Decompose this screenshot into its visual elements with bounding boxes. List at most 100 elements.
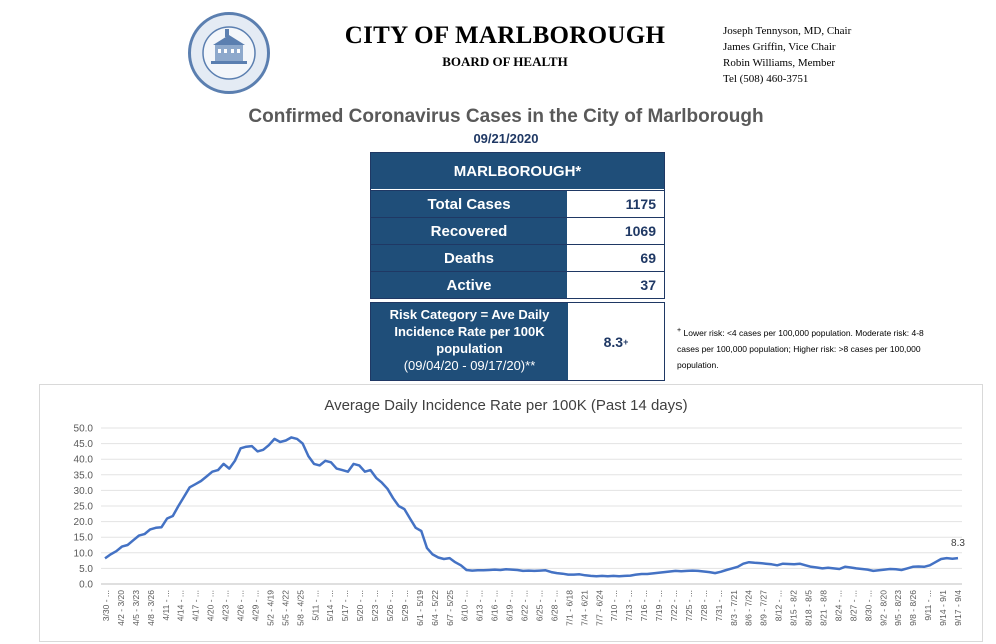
contact-member: Robin Williams, Member — [723, 57, 836, 69]
x-tick-label: 6/4 - 5/22 — [430, 590, 440, 626]
contact-vice-chair: James Griffin, Vice Chair — [723, 41, 836, 53]
x-tick-label: 7/25 - ... — [684, 590, 694, 621]
x-tick-label: 4/14 - ... — [176, 590, 186, 621]
x-tick-label: 7/28 - ... — [699, 590, 709, 621]
x-tick-label: 6/7 - 5/25 — [445, 590, 455, 626]
x-tick-label: 5/8 - 4/25 — [295, 590, 305, 626]
x-tick-label: 4/11 - ... — [161, 590, 171, 621]
x-tick-label: 7/16 - ... — [639, 590, 649, 621]
x-tick-label: 9/17 - 9/4 — [953, 590, 963, 626]
risk-label-line: population — [436, 341, 503, 356]
y-tick-label: 30.0 — [74, 486, 94, 497]
x-tick-label: 4/17 - ... — [191, 590, 201, 621]
x-tick-label: 6/16 - ... — [490, 590, 500, 621]
x-tick-label: 7/10 - ... — [609, 590, 619, 621]
risk-label-line: Incidence Rate per 100K — [394, 324, 545, 339]
stats-value: 69 — [568, 245, 664, 271]
x-tick-label: 7/31 - ... — [714, 590, 724, 621]
city-seal — [188, 12, 270, 94]
stats-value: 1175 — [568, 191, 664, 217]
document-date: 09/21/2020 — [473, 131, 539, 146]
x-tick-label: 8/12 - ... — [774, 590, 784, 621]
risk-period: (09/04/20 - 09/17/20)** — [403, 358, 536, 373]
x-tick-label: 8/15 - 8/2 — [789, 590, 799, 626]
stats-label: Recovered — [371, 218, 568, 244]
risk-footnote-text: Lower risk: <4 cases per 100,000 populat… — [677, 327, 924, 370]
x-tick-label: 4/29 - ... — [250, 590, 260, 621]
risk-footnote-mark: + — [677, 326, 682, 334]
x-tick-label: 8/30 - ... — [863, 590, 873, 621]
x-tick-label: 5/17 - ... — [340, 590, 350, 621]
x-tick-label: 6/10 - ... — [460, 590, 470, 621]
case-stats-table: MARLBOROUGH* Total Cases 1175 Recovered … — [370, 152, 665, 299]
document-title: Confirmed Coronavirus Cases in the City … — [248, 106, 764, 127]
stats-row-recovered: Recovered 1069 — [371, 217, 664, 244]
x-tick-label: 9/5 - 8/23 — [893, 590, 903, 626]
city-seal-graphic — [202, 26, 256, 80]
y-tick-label: 5.0 — [79, 564, 93, 575]
risk-value-number: 8.3 — [603, 333, 624, 350]
x-tick-label: 8/27 - ... — [848, 590, 858, 621]
x-tick-label: 8/24 - ... — [833, 590, 843, 621]
x-tick-label: 9/11 - ... — [923, 590, 933, 621]
risk-footnote: + Lower risk: <4 cases per 100,000 popul… — [677, 322, 937, 373]
y-tick-label: 50.0 — [74, 424, 94, 435]
x-tick-label: 6/1 - 5/19 — [415, 590, 425, 626]
y-tick-label: 20.0 — [74, 517, 94, 528]
org-name: CITY OF MARLBOROUGH — [344, 22, 666, 49]
x-tick-label: 4/5 - 3/23 — [131, 590, 141, 626]
y-tick-label: 10.0 — [74, 548, 94, 559]
x-tick-label: 6/28 - ... — [549, 590, 559, 621]
x-tick-label: 5/14 - ... — [325, 590, 335, 621]
stats-label: Active — [371, 272, 568, 298]
x-tick-label: 7/22 - ... — [669, 590, 679, 621]
contact-chair: Joseph Tennyson, MD, Chair — [723, 25, 852, 37]
x-tick-label: 9/2 - 8/20 — [878, 590, 888, 626]
risk-value-mark: + — [623, 336, 629, 347]
stats-label: Total Cases — [371, 191, 568, 217]
x-tick-label: 6/19 - ... — [505, 590, 515, 621]
x-tick-label: 6/13 - ... — [475, 590, 485, 621]
stats-label: Deaths — [371, 245, 568, 271]
y-tick-label: 25.0 — [74, 502, 94, 513]
stats-value: 1069 — [568, 218, 664, 244]
org-subtitle: BOARD OF HEALTH — [442, 54, 568, 69]
incidence-series-line — [104, 436, 959, 578]
x-tick-label: 8/18 - 8/5 — [804, 590, 814, 626]
x-tick-label: 5/23 - ... — [370, 590, 380, 621]
stats-table-header: MARLBOROUGH* — [371, 153, 664, 190]
x-tick-label: 9/14 - 9/1 — [938, 590, 948, 626]
x-tick-label: 7/7 - 6/24 — [594, 590, 604, 626]
x-tick-label: 8/3 - 7/21 — [729, 590, 739, 626]
x-tick-label: 7/4 - 6/21 — [579, 590, 589, 626]
last-value-label: 8.3 — [951, 538, 965, 549]
x-tick-label: 5/2 - 4/19 — [265, 590, 275, 626]
risk-label: Risk Category = Ave Daily Incidence Rate… — [371, 303, 568, 380]
contact-block: Joseph Tennyson, MD, Chair James Griffin… — [723, 23, 851, 87]
y-tick-label: 40.0 — [74, 455, 94, 466]
x-tick-label: 3/30 - ... — [101, 590, 111, 621]
x-tick-label: 8/6 - 7/24 — [744, 590, 754, 626]
risk-category-box: Risk Category = Ave Daily Incidence Rate… — [370, 302, 665, 381]
x-tick-label: 8/9 - 7/27 — [759, 590, 769, 626]
x-tick-label: 5/20 - ... — [355, 590, 365, 621]
risk-value: 8.3 + — [568, 303, 664, 380]
stats-row-active: Active 37 — [371, 271, 664, 298]
x-tick-label: 4/20 - ... — [206, 590, 216, 621]
risk-label-line: Risk Category = Ave Daily — [389, 307, 550, 322]
x-tick-label: 4/23 - ... — [221, 590, 231, 621]
stats-value: 37 — [568, 272, 664, 298]
stats-row-deaths: Deaths 69 — [371, 244, 664, 271]
y-tick-label: 0.0 — [79, 580, 93, 591]
incidence-chart-frame — [39, 384, 983, 642]
stats-row-total-cases: Total Cases 1175 — [371, 190, 664, 217]
chart-title: Average Daily Incidence Rate per 100K (P… — [324, 397, 688, 414]
y-tick-label: 45.0 — [74, 439, 94, 450]
x-tick-label: 7/13 - ... — [624, 590, 634, 621]
x-tick-label: 5/26 - ... — [385, 590, 395, 621]
x-tick-label: 5/29 - ... — [400, 590, 410, 621]
x-tick-label: 8/21 - 8/8 — [818, 590, 828, 626]
y-tick-label: 35.0 — [74, 470, 94, 481]
x-tick-label: 7/19 - ... — [654, 590, 664, 621]
